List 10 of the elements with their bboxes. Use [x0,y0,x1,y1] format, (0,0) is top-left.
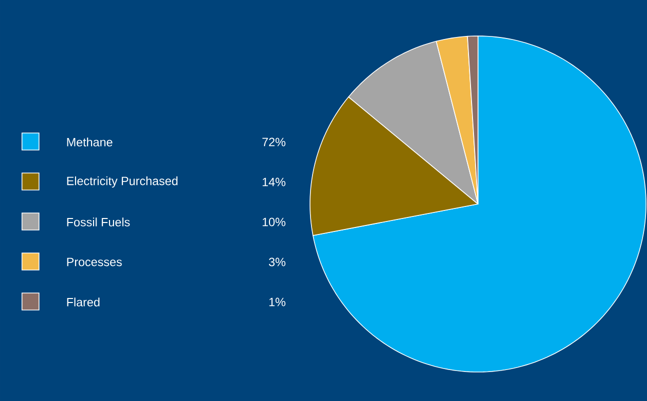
data-label: 10% [262,218,286,226]
data-label: 3% [268,258,286,266]
legend-label: Processes [67,258,122,266]
data-label: 1% [269,298,286,306]
legend-label: Electricity Purchased [67,176,178,188]
data-label: 72% [262,138,286,146]
legend-label: Fossil Fuels [67,218,130,226]
legend-label: Flared [67,298,100,306]
legend-label: Methane [67,138,112,146]
data-label: 14% [262,178,286,186]
